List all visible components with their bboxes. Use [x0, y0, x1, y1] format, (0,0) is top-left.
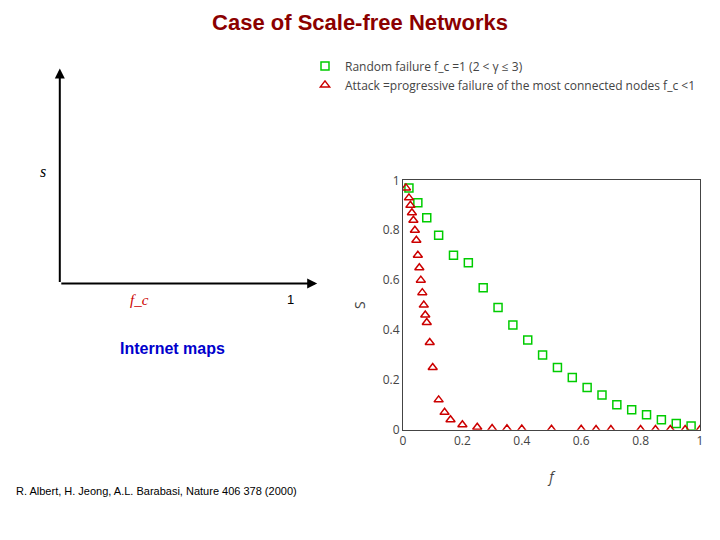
svg-text:0.8: 0.8 [632, 432, 649, 449]
svg-text:0.8: 0.8 [383, 221, 400, 238]
svg-text:f_c: f_c [130, 292, 149, 308]
svg-text:0.6: 0.6 [383, 271, 400, 288]
svg-text:Internet maps: Internet maps [120, 340, 225, 357]
svg-text:R. Albert, H. Jeong, A.L. Bara: R. Albert, H. Jeong, A.L. Barabasi, Natu… [16, 485, 297, 497]
svg-text:f: f [547, 467, 556, 486]
svg-text:0.4: 0.4 [513, 432, 530, 449]
svg-text:0.2: 0.2 [383, 371, 400, 388]
svg-text:S: S [350, 301, 369, 309]
svg-text:0.4: 0.4 [383, 321, 400, 338]
svg-text:Random failure f_c =1 (2 < γ ≤: Random failure f_c =1 (2 < γ ≤ 3) [345, 58, 523, 75]
svg-text:1: 1 [393, 172, 400, 189]
svg-text:0.6: 0.6 [573, 432, 590, 449]
svg-text:s: s [40, 163, 46, 180]
svg-text:1: 1 [697, 432, 704, 449]
svg-text:1: 1 [287, 292, 294, 307]
svg-text:Attack =progressive failure of: Attack =progressive failure of the most … [345, 77, 695, 94]
svg-text:0: 0 [400, 432, 407, 449]
svg-text:Case of Scale-free Networks: Case of Scale-free Networks [212, 10, 508, 35]
svg-text:0.2: 0.2 [454, 432, 471, 449]
svg-text:0: 0 [393, 421, 400, 438]
